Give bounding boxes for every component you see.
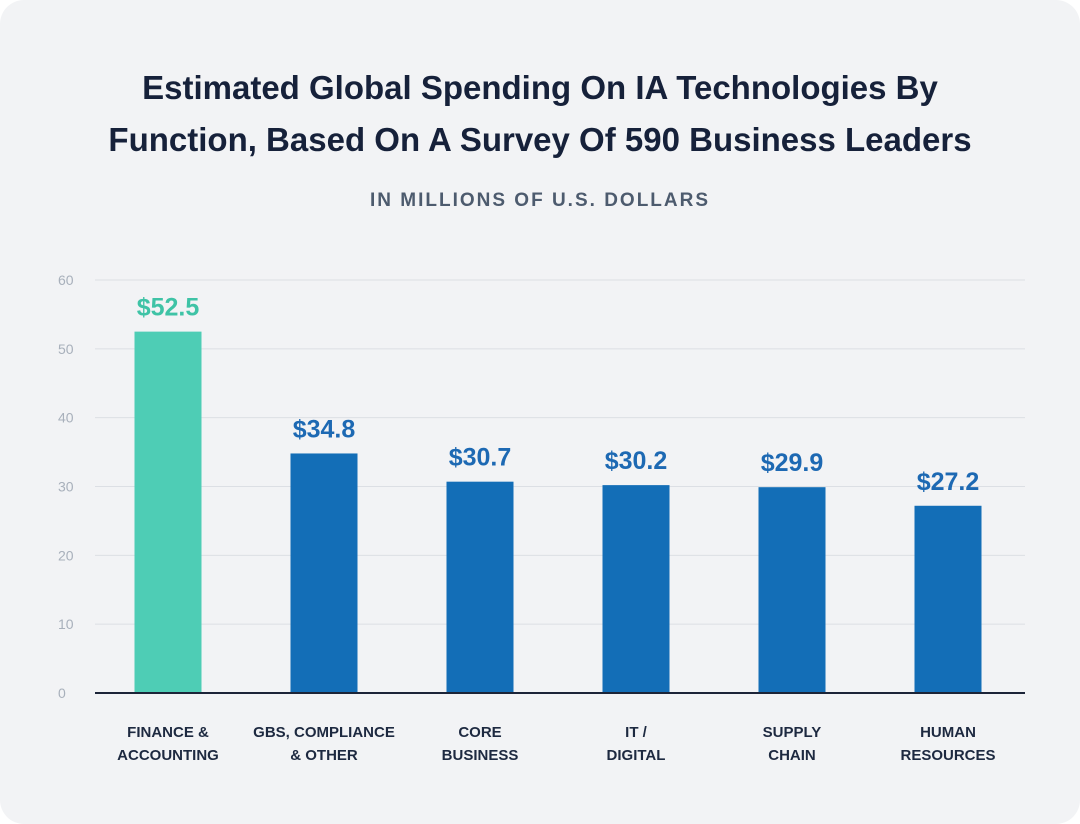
category-label: SUPPLY [763,724,822,741]
chart-title: Estimated Global Spending On IA Technolo… [108,69,972,158]
bar [758,487,826,693]
data-label: $34.8 [293,415,356,443]
category-label: IT / [625,724,647,741]
data-label: $27.2 [917,468,980,496]
bar [914,505,982,693]
bar [134,331,202,693]
bar [290,453,358,693]
category-label: ACCOUNTING [117,747,219,764]
category-label: DIGITAL [607,747,666,764]
category-label: RESOURCES [900,747,995,764]
y-tick-label: 40 [58,410,74,426]
category-label: GBS, COMPLIANCE [253,724,395,741]
category-label: BUSINESS [442,747,519,764]
bar [446,481,514,693]
category-label: FINANCE & [127,724,209,741]
category-label: HUMAN [920,724,976,741]
bar [602,485,670,693]
category-label: CORE [458,724,501,741]
data-label: $52.5 [137,294,200,322]
y-tick-label: 20 [58,547,74,563]
y-tick-label: 30 [58,479,74,495]
data-label: $30.2 [605,447,668,475]
category-label: & OTHER [290,747,358,764]
chart-subtitle: IN MILLIONS OF U.S. DOLLARS [369,190,711,211]
y-tick-label: 50 [58,341,74,357]
data-label: $30.7 [449,444,512,472]
data-label: $29.9 [761,449,824,477]
y-tick-label: 0 [58,685,66,701]
category-label: CHAIN [768,747,816,764]
y-tick-label: 10 [58,616,74,632]
y-tick-label: 60 [58,272,74,288]
